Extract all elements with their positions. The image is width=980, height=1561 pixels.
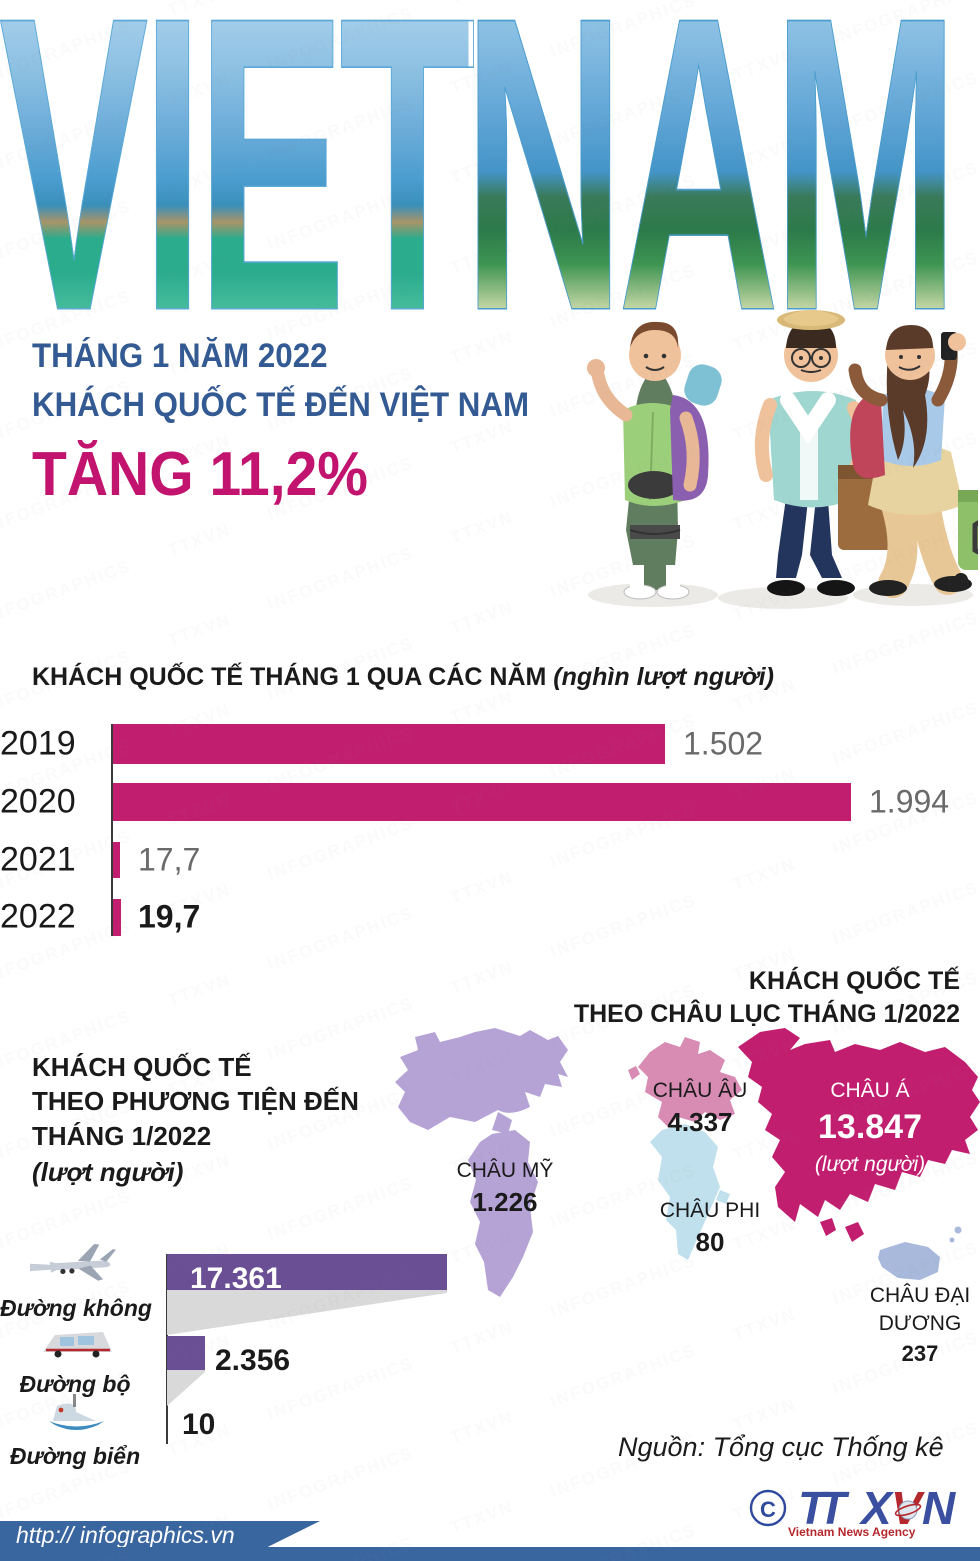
svg-text:Vietnam News Agency: Vietnam News Agency bbox=[788, 1525, 916, 1539]
svg-text:C: C bbox=[760, 1497, 776, 1522]
svg-text:N: N bbox=[922, 1482, 956, 1534]
